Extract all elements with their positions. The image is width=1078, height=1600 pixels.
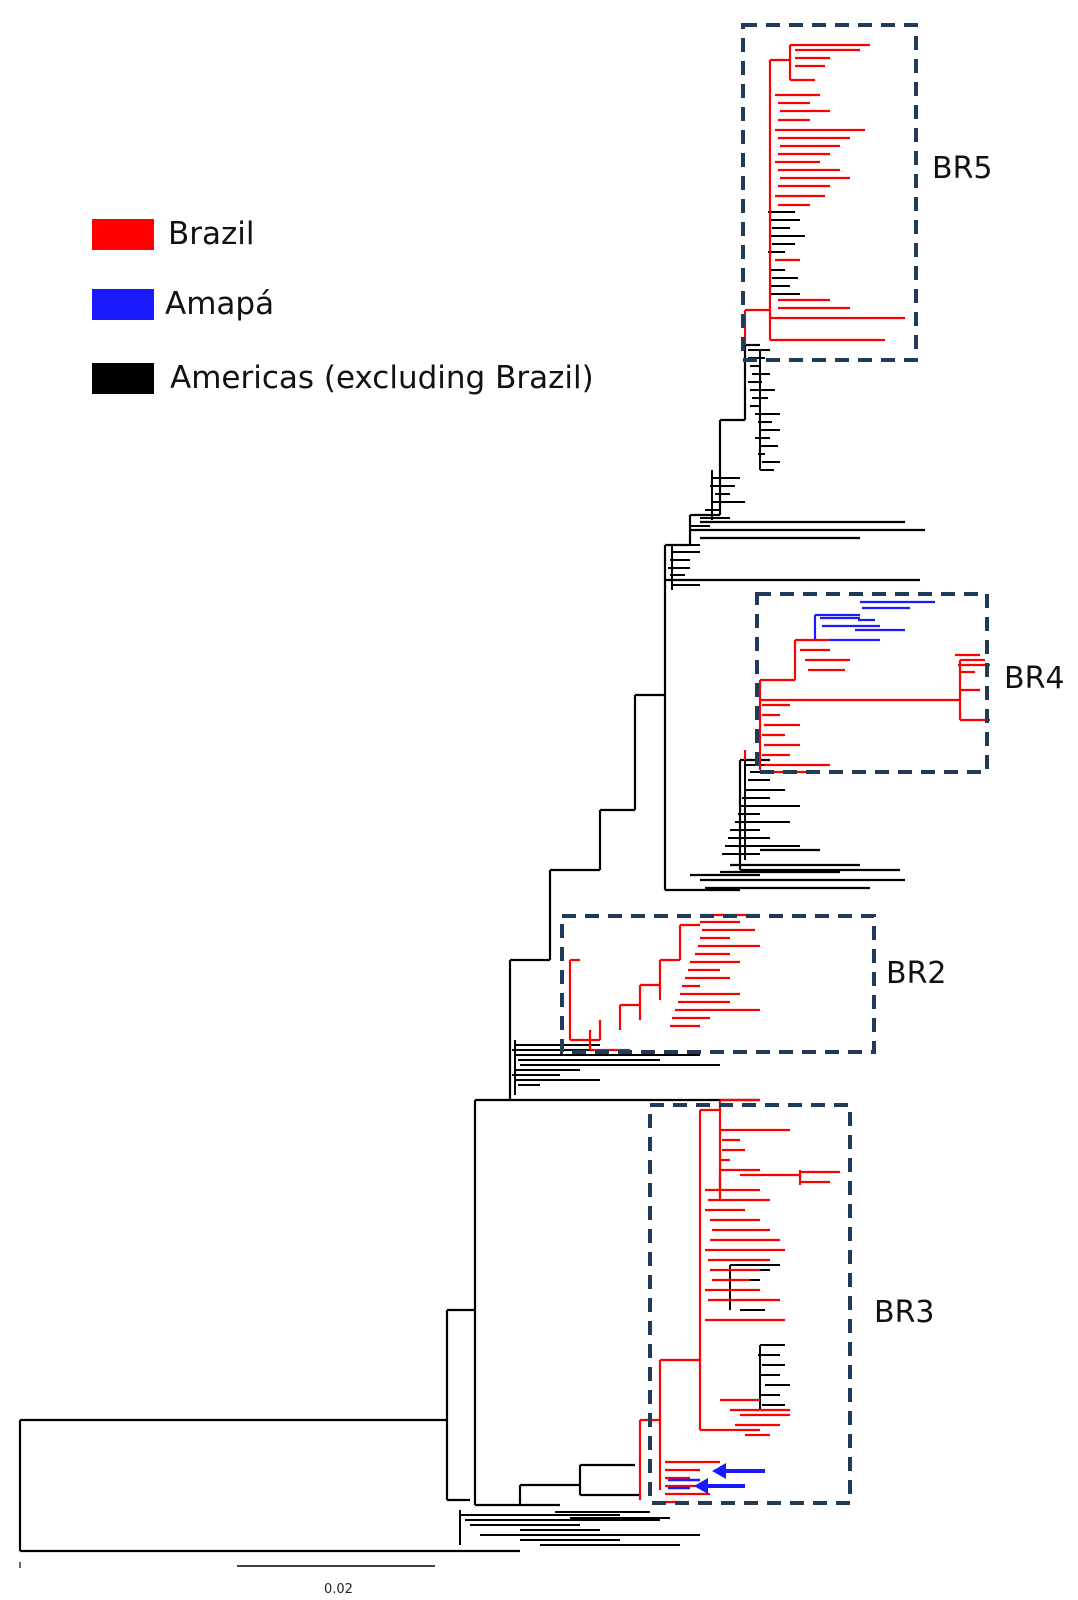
legend-label-amapa: Amapá	[165, 286, 274, 322]
clade-label-br4: BR4	[1004, 661, 1065, 696]
scale-bar: 0.02	[19, 1562, 435, 1597]
legend-label-americas: Americas (excluding Brazil)	[170, 360, 594, 396]
tree-backbone	[18, 343, 925, 1553]
clade-box-br2	[560, 914, 876, 1054]
clade-br3-branches	[638, 1098, 840, 1504]
clade-box-br4	[755, 592, 989, 774]
clade-label-br2: BR2	[886, 956, 947, 991]
clade-label-br5: BR5	[932, 151, 993, 186]
clade-br3-amapa-branches	[668, 1478, 700, 1490]
legend-label-brazil: Brazil	[168, 216, 255, 252]
clade-br2-branches	[568, 913, 760, 1052]
clade-br4-branches	[743, 638, 990, 774]
clade-br5-branches	[743, 43, 905, 345]
clade-label-br3: BR3	[874, 1295, 935, 1330]
scale-bar-label: 0.02	[324, 1582, 353, 1597]
legend-swatch-americas	[92, 363, 154, 394]
arrow-icon	[694, 1478, 708, 1494]
clade-box-br3	[648, 1103, 852, 1505]
clade-br4-amapa-branches	[813, 600, 935, 642]
arrow-icon	[712, 1463, 726, 1479]
legend-swatch-brazil	[92, 219, 154, 250]
tree-black-tips	[459, 211, 805, 1546]
legend-swatch-amapa	[92, 289, 154, 320]
amapa-arrows	[694, 1463, 765, 1494]
legend: Brazil Amapá Americas (excluding Brazil)	[92, 216, 594, 396]
